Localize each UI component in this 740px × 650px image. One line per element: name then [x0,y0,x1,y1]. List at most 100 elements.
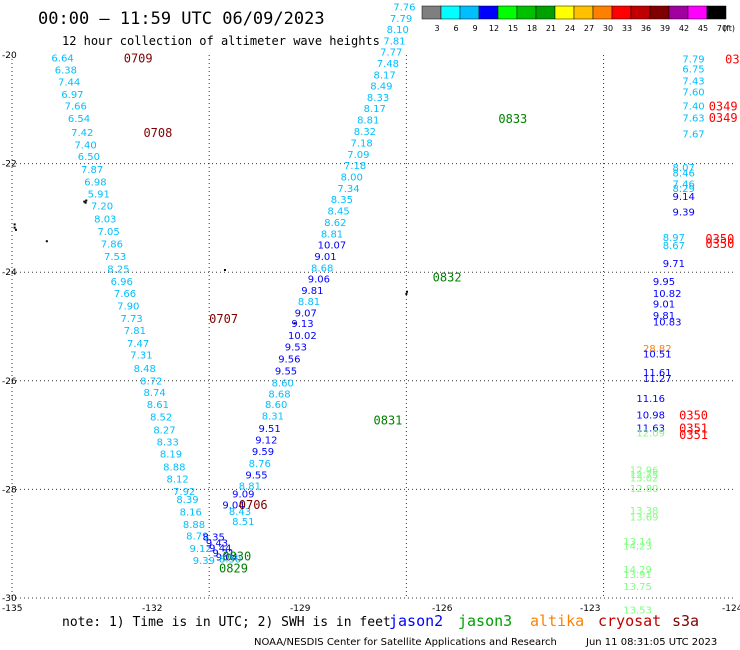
pass-time-label: 0351 [679,428,708,442]
swh-value: 9.06 [308,275,330,286]
satellite-legend-altika: altika [530,612,584,630]
wave-height-labels: 6.646.387.446.977.666.547.427.406.507.87… [51,3,704,617]
swh-value: 9.95 [653,277,675,288]
swh-value: 11.16 [636,394,665,405]
y-tick-label: -30 [2,594,17,604]
swh-value: 7.81 [124,326,146,337]
satellite-legend-cryosat: cryosat [598,612,661,630]
swh-value: 8.25 [107,264,129,275]
satellite-legend-jason2: jason2 [389,612,443,630]
swh-value: 8.76 [249,459,271,470]
swh-value: 7.44 [58,78,80,89]
swh-value: 8.68 [268,389,290,400]
x-tick-label: -124 [722,604,740,614]
pass-time-label: 0349 [725,52,740,66]
coast-dot [14,228,17,231]
satellite-legend: jason2 jason3 altika cryosat s3a [389,612,699,630]
scale-swatch [592,5,613,20]
scale-label: 42 [679,24,689,33]
pass-time-label: 0350 [705,237,734,251]
swh-value: 8.50 [219,554,241,565]
scale-swatch [459,5,480,20]
swh-value: 7.47 [127,339,149,350]
x-tick-label: -129 [290,604,311,614]
pass-time-label: 0832 [433,271,462,285]
x-tick-label: -132 [142,604,162,614]
swh-value: 8.81 [298,297,320,308]
swh-value: 6.54 [68,114,90,125]
swh-value: 10.02 [288,331,317,342]
swh-value: 5.91 [88,189,110,200]
swh-value: 8.39 [176,495,198,506]
scale-swatch [706,5,727,20]
swh-value: 7.60 [682,87,704,98]
scale-swatch [516,5,537,20]
coast-dot [13,223,16,226]
pass-time-label: 0830 [222,550,251,564]
scale-label: 3 [434,24,439,33]
swh-value: 8.35 [331,195,353,206]
swh-value: 14.23 [623,541,652,552]
scale-label: 24 [565,24,575,33]
swh-value: 10.51 [643,350,672,361]
coast-dot [84,201,87,204]
scale-label: 36 [641,24,651,33]
swh-value: 9.59 [252,447,274,458]
swh-value: 8.88 [183,520,205,531]
swh-value: 8.62 [324,218,346,229]
swh-value: 7.66 [114,289,136,300]
swh-value: 7.40 [74,141,96,152]
swh-value: 9.12 [255,435,277,446]
scale-label: 9 [472,24,477,33]
coast-dot [85,199,88,202]
scale-label: 6 [453,24,458,33]
coast-dot [83,200,86,203]
scale-swatch [554,5,575,20]
pass-time-label: 0708 [143,126,172,140]
coast-dot [13,226,16,229]
y-tick-label: -26 [2,377,17,387]
swh-value: 13.53 [623,605,652,616]
swh-value: 10.82 [653,289,682,300]
swh-value: 10.83 [653,318,682,329]
satellite-legend-s3a: s3a [672,612,699,630]
swh-value: 8.17 [364,104,386,115]
swh-value: 7.90 [117,301,139,312]
swh-value: 8.72 [140,376,162,387]
pass-time-label: 0349 [709,111,738,125]
grid [11,55,735,599]
swh-value: 10.98 [636,410,665,421]
swh-value: 14.29 [623,565,652,576]
swh-value: 12.09 [636,428,665,439]
swh-value: 8.52 [150,413,172,424]
swh-value: 7.79 [390,14,412,25]
swh-value: 7.53 [104,252,126,263]
swh-value: 8.33 [367,93,389,104]
swh-value: 7.73 [120,314,142,325]
swh-value: 8.33 [157,438,179,449]
swh-value: 11.61 [643,368,672,379]
swh-value: 8.43 [229,507,251,518]
swh-value: 7.43 [682,77,704,88]
swh-value: 9.71 [663,259,685,270]
pass-time-label: 0833 [498,112,527,126]
swh-value: 8.97 [663,233,685,244]
pass-time-label: 0350 [679,408,708,422]
scale-label: 45 [698,24,708,33]
swh-value: 6.98 [84,178,106,189]
swh-value: 7.77 [380,48,402,59]
scale-label: 15 [508,24,518,33]
pass-time-label: 0831 [374,413,403,427]
swh-value: 7.40 [682,101,704,112]
swh-value: 7.18 [350,138,372,149]
swh-value: 8.10 [387,25,409,36]
swh-value: 7.92 [173,487,195,498]
scale-label: 30 [603,24,613,33]
coast-dot [406,290,409,293]
scale-swatch [687,5,708,20]
swh-value: 8.61 [147,400,169,411]
swh-value: 8.68 [311,263,333,274]
scale-label: 39 [660,24,670,33]
swh-value: 9.51 [258,424,280,435]
